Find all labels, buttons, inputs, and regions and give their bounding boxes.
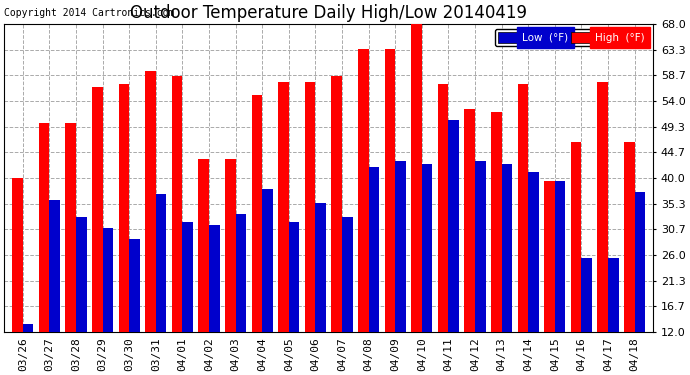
Bar [252, 95, 262, 375]
Bar [395, 162, 406, 375]
Bar [544, 181, 555, 375]
Bar [582, 258, 592, 375]
Bar [518, 84, 528, 375]
Bar [411, 21, 422, 375]
Bar [119, 84, 129, 375]
Bar [12, 178, 23, 375]
Bar [422, 164, 433, 375]
Bar [209, 225, 219, 375]
Bar [475, 162, 486, 375]
Bar [39, 123, 50, 375]
Bar [172, 76, 182, 375]
Bar [289, 222, 299, 375]
Bar [92, 87, 103, 375]
Bar [182, 222, 193, 375]
Bar [502, 164, 512, 375]
Bar [23, 324, 33, 375]
Bar [235, 214, 246, 375]
Bar [448, 120, 459, 375]
Bar [262, 189, 273, 375]
Bar [66, 123, 76, 375]
Bar [145, 70, 156, 375]
Title: Outdoor Temperature Daily High/Low 20140419: Outdoor Temperature Daily High/Low 20140… [130, 4, 527, 22]
Bar [305, 82, 315, 375]
Bar [50, 200, 60, 375]
Legend: Low  (°F), High  (°F): Low (°F), High (°F) [495, 29, 648, 46]
Bar [528, 172, 539, 375]
Bar [491, 112, 502, 375]
Bar [598, 82, 608, 375]
Bar [331, 76, 342, 375]
Bar [437, 84, 448, 375]
Bar [103, 228, 113, 375]
Bar [156, 195, 166, 375]
Bar [342, 216, 353, 375]
Bar [635, 192, 645, 375]
Bar [198, 159, 209, 375]
Bar [624, 142, 635, 375]
Bar [278, 82, 289, 375]
Bar [608, 258, 619, 375]
Bar [76, 216, 87, 375]
Bar [225, 159, 235, 375]
Bar [571, 142, 582, 375]
Bar [464, 109, 475, 375]
Bar [384, 48, 395, 375]
Bar [129, 238, 140, 375]
Text: Copyright 2014 Cartronics.com: Copyright 2014 Cartronics.com [4, 8, 175, 18]
Bar [315, 203, 326, 375]
Bar [358, 48, 368, 375]
Bar [368, 167, 380, 375]
Bar [555, 181, 565, 375]
